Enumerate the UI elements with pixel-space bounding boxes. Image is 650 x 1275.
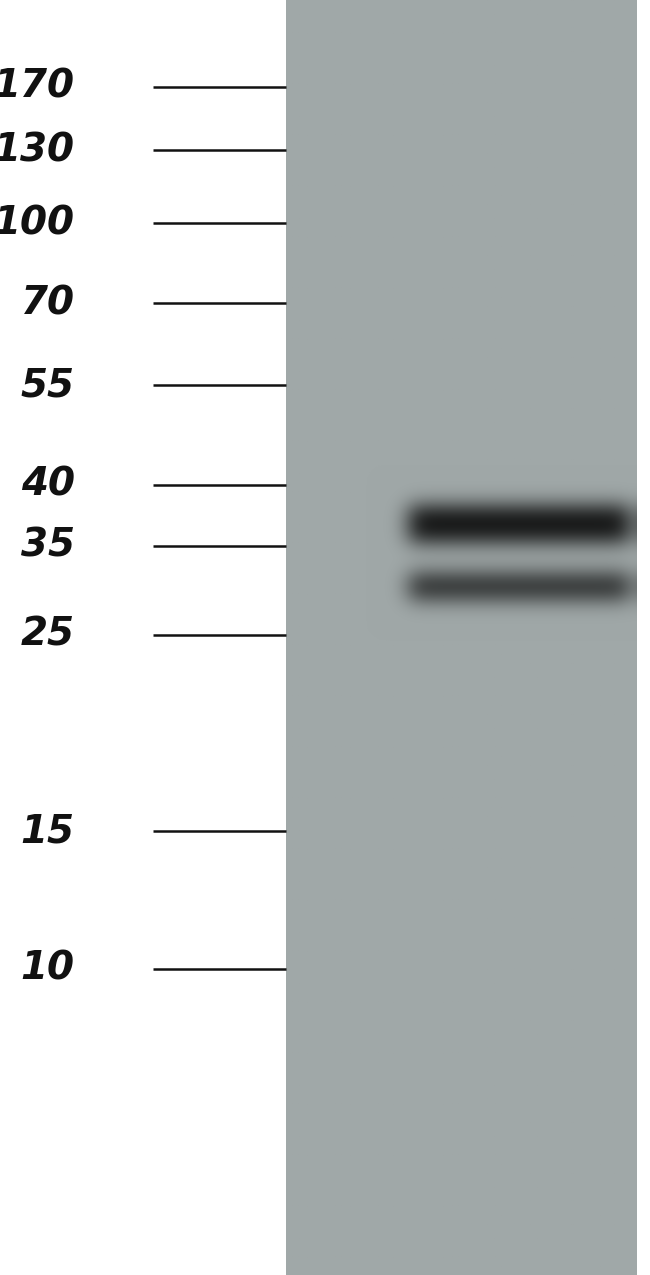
Text: 10: 10	[21, 950, 75, 988]
Text: 15: 15	[21, 812, 75, 850]
Text: 40: 40	[21, 465, 75, 504]
Text: 170: 170	[0, 68, 75, 106]
Text: 100: 100	[0, 204, 75, 242]
Text: 25: 25	[21, 616, 75, 654]
Text: 70: 70	[21, 284, 75, 323]
Text: 130: 130	[0, 131, 75, 170]
Text: 35: 35	[21, 527, 75, 565]
Text: 55: 55	[21, 366, 75, 404]
Bar	[286, 13, 637, 1262]
